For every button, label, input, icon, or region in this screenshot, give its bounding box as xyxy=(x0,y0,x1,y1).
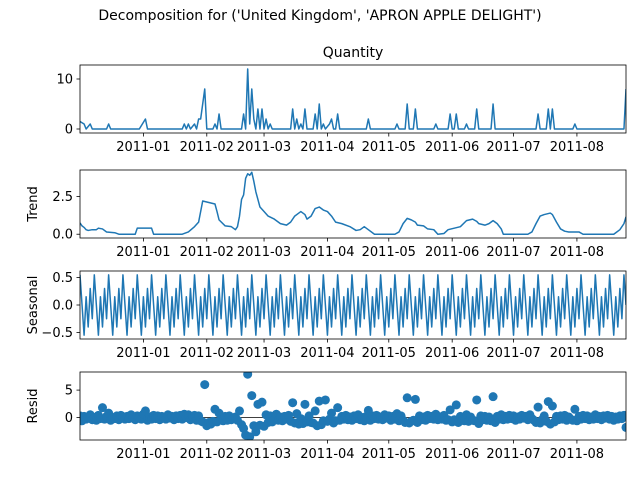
resid-xtick-label: 2011-04 xyxy=(300,447,354,462)
quantity-panel xyxy=(76,64,627,137)
resid-point xyxy=(320,395,330,405)
trend-ylabel: Trend xyxy=(26,186,41,223)
resid-xtick-label: 2011-03 xyxy=(237,447,291,462)
resid-point xyxy=(251,427,261,437)
resid-point xyxy=(235,406,245,416)
trend-xtick-label: 2011-08 xyxy=(550,245,604,260)
quantity-xtick-label: 2011-05 xyxy=(362,140,416,155)
resid-point xyxy=(300,399,310,409)
seasonal-xtick-label: 2011-04 xyxy=(300,346,354,361)
resid-axes-frame xyxy=(79,371,627,441)
resid-point xyxy=(451,400,461,410)
seasonal-xtick-label: 2011-03 xyxy=(237,346,291,361)
resid-point xyxy=(200,380,210,390)
resid-point xyxy=(257,397,267,407)
quantity-axes-frame xyxy=(79,64,627,134)
resid-point xyxy=(402,393,412,403)
seasonal-ytick-label: −0.5 xyxy=(41,326,73,341)
seasonal-panel xyxy=(76,270,627,343)
quantity-xtick-label: 2011-03 xyxy=(237,140,291,155)
quantity-title: Quantity xyxy=(323,45,384,61)
resid-xtick-label: 2011-02 xyxy=(180,447,234,462)
quantity-xtick-label: 2011-08 xyxy=(550,140,604,155)
resid-point xyxy=(243,372,253,379)
trend-xtick-label: 2011-01 xyxy=(116,245,170,260)
resid-ylabel: Resid xyxy=(26,388,41,423)
resid-point xyxy=(245,432,255,440)
quantity-ytick-label: 0 xyxy=(65,123,73,138)
seasonal-ytick-label: 0.5 xyxy=(52,271,73,286)
seasonal-xtick-label: 2011-06 xyxy=(425,346,479,361)
trend-xtick-label: 2011-03 xyxy=(237,245,291,260)
trend-xtick-label: 2011-06 xyxy=(425,245,479,260)
resid-point xyxy=(472,395,482,405)
trend-xtick-label: 2011-02 xyxy=(180,245,234,260)
quantity-xtick-label: 2011-01 xyxy=(116,140,170,155)
resid-panel xyxy=(76,371,627,444)
resid-plot-area xyxy=(80,372,626,440)
trend-plot-area xyxy=(80,171,626,235)
trend-axes-frame xyxy=(79,169,627,239)
quantity-xtick-label: 2011-02 xyxy=(180,140,234,155)
quantity-ytick-label: 10 xyxy=(56,73,73,88)
trend-xtick-label: 2011-07 xyxy=(486,245,540,260)
resid-point xyxy=(247,391,257,401)
resid-point xyxy=(327,408,337,418)
trend-ytick-label: 0.0 xyxy=(52,228,73,243)
resid-point xyxy=(621,422,626,432)
seasonal-xtick-label: 2011-07 xyxy=(486,346,540,361)
trend-series-line xyxy=(80,171,626,235)
resid-xtick-label: 2011-06 xyxy=(425,447,479,462)
resid-point xyxy=(410,394,420,404)
resid-xtick-label: 2011-07 xyxy=(486,447,540,462)
resid-ytick-label: 0 xyxy=(65,411,73,426)
resid-point xyxy=(333,403,343,413)
resid-point xyxy=(619,410,626,420)
figure-title: Decomposition for ('United Kingdom', 'AP… xyxy=(98,8,542,24)
trend-xtick-label: 2011-05 xyxy=(362,245,416,260)
quantity-plot-area xyxy=(80,68,626,130)
quantity-xtick-label: 2011-06 xyxy=(425,140,479,155)
seasonal-xtick-label: 2011-02 xyxy=(180,346,234,361)
seasonal-xtick-label: 2011-05 xyxy=(362,346,416,361)
seasonal-series-line xyxy=(80,274,626,336)
seasonal-ylabel: Seasonal xyxy=(26,276,41,335)
resid-xtick-label: 2011-01 xyxy=(116,447,170,462)
resid-ytick-label: 5 xyxy=(65,384,73,399)
seasonal-xtick-label: 2011-08 xyxy=(550,346,604,361)
resid-point xyxy=(310,406,320,416)
resid-point xyxy=(97,403,107,413)
seasonal-xtick-label: 2011-01 xyxy=(116,346,170,361)
quantity-xtick-label: 2011-04 xyxy=(300,140,354,155)
resid-point xyxy=(445,405,455,415)
resid-point xyxy=(533,402,543,412)
resid-point xyxy=(488,392,498,402)
resid-xtick-label: 2011-05 xyxy=(362,447,416,462)
quantity-series-line xyxy=(80,68,626,130)
resid-point xyxy=(570,404,580,414)
trend-xtick-label: 2011-04 xyxy=(300,245,354,260)
seasonal-plot-area xyxy=(80,274,626,336)
trend-ytick-label: 2.5 xyxy=(52,190,73,205)
resid-xtick-label: 2011-08 xyxy=(550,447,604,462)
quantity-xtick-label: 2011-07 xyxy=(486,140,540,155)
resid-point xyxy=(547,401,557,411)
resid-point xyxy=(288,398,298,408)
seasonal-ytick-label: 0.0 xyxy=(52,299,73,314)
trend-panel xyxy=(76,169,627,242)
